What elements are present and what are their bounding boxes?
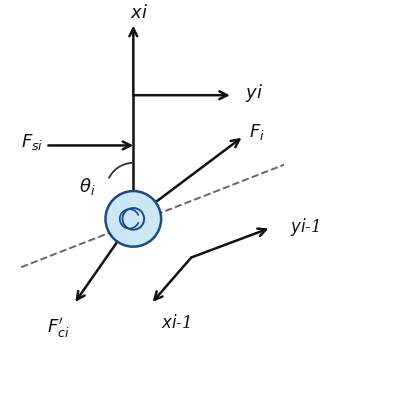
Circle shape	[105, 191, 161, 247]
Text: $\theta_i$: $\theta_i$	[79, 176, 95, 197]
Text: $xi$: $xi$	[130, 4, 148, 22]
Text: $F^{\prime}_{ci}$: $F^{\prime}_{ci}$	[47, 317, 69, 341]
Text: $xi$-1: $xi$-1	[161, 314, 191, 332]
Text: $yi$: $yi$	[246, 82, 263, 104]
Text: $F_i$: $F_i$	[249, 122, 265, 142]
Text: $F_{si}$: $F_{si}$	[21, 132, 44, 152]
Circle shape	[123, 208, 144, 230]
Text: $yi$-1: $yi$-1	[290, 216, 320, 238]
